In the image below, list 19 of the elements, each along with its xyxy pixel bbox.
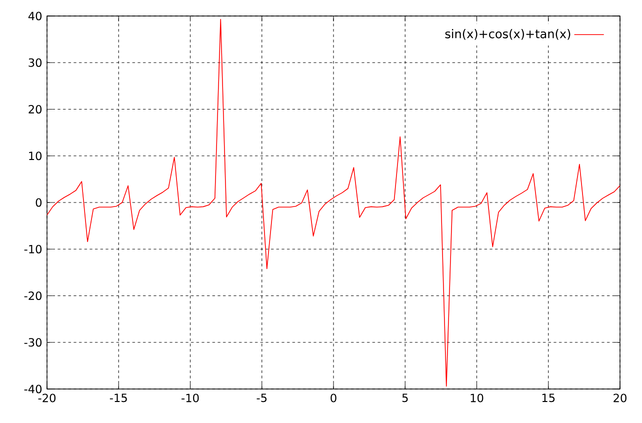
y-tick-label: 10 <box>29 152 42 160</box>
y-tick-label: 0 <box>36 198 42 207</box>
x-tick-label: 15 <box>542 394 555 402</box>
x-tick-label: -5 <box>256 394 267 402</box>
x-tick-label: 5 <box>402 394 408 402</box>
legend-label: sin(x)+cos(x)+tan(x) <box>445 29 570 40</box>
y-tick-label: -30 <box>24 338 42 347</box>
y-tick-label: -40 <box>24 384 42 394</box>
y-tick-label: -10 <box>24 244 42 254</box>
y-tick-label: 40 <box>28 12 42 20</box>
x-tick-label: -15 <box>110 394 127 402</box>
y-tick-label: 20 <box>28 104 42 114</box>
x-tick-label: 10 <box>470 394 484 402</box>
y-tick-label: -20 <box>24 291 42 300</box>
x-tick-label: 0 <box>330 394 336 402</box>
x-tick-label: -20 <box>38 394 56 402</box>
x-tick-label: 20 <box>614 394 626 402</box>
x-tick-label: -10 <box>182 394 199 402</box>
y-tick-label: 30 <box>28 58 42 67</box>
